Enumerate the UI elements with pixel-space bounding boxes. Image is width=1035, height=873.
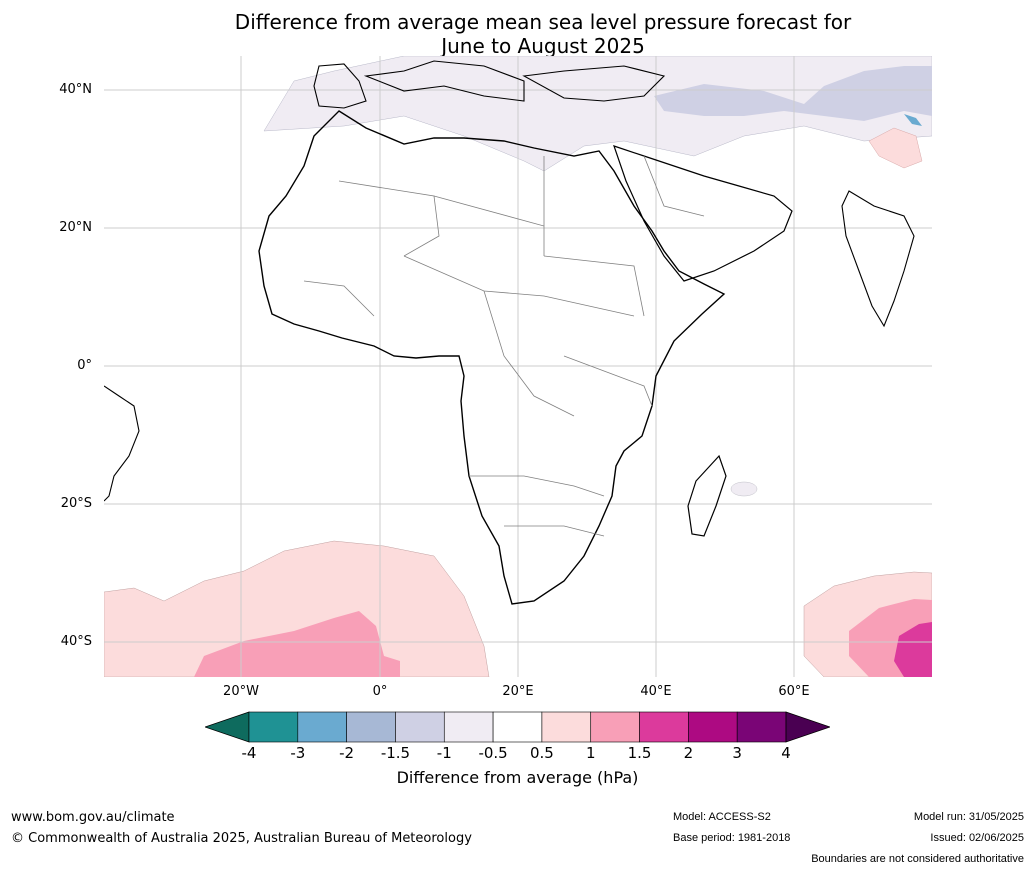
anomaly-region-north-blue — [904, 114, 922, 126]
colorbar-tick-label: 1 — [585, 744, 596, 762]
colorbar-title: Difference from average (hPa) — [396, 768, 639, 787]
lat-label-20N: 20°N — [59, 220, 92, 235]
lon-label-60E: 60°E — [778, 684, 810, 699]
lon-label-40E: 40°E — [640, 684, 672, 699]
colorbar-segment — [590, 711, 640, 743]
colorbar-tick-label: -0.5 — [478, 744, 508, 762]
colorbar-tick-label: 2 — [683, 744, 694, 762]
anomaly-region-south-atlantic-mid — [194, 611, 400, 677]
footer-base-period: Base period: 1981-2018 — [673, 832, 791, 844]
europe-coastline — [313, 60, 666, 109]
south-america-coastline — [104, 385, 140, 502]
colorbar-segment — [346, 711, 396, 743]
africa-coastline — [258, 110, 726, 605]
colorbar-segment — [541, 711, 592, 743]
colorbar — [205, 711, 830, 743]
anomaly-region-asia-pink — [868, 127, 923, 169]
colorbar-segment — [736, 711, 787, 743]
colorbar-segment — [443, 711, 494, 743]
colorbar-tick-label: 3 — [732, 744, 742, 762]
colorbar-tick-label: -3 — [290, 744, 306, 762]
lat-label-40S: 40°S — [60, 634, 92, 649]
colorbar-segment — [492, 711, 543, 743]
colorbar-segment — [688, 711, 738, 743]
colorbar-extend-high — [785, 711, 830, 743]
lat-label-20S: 20°S — [60, 496, 92, 511]
madagascar-coastline — [687, 454, 727, 537]
anomaly-region-north-light — [263, 56, 932, 172]
lon-label-0: 0° — [372, 684, 388, 699]
map-title-line1: Difference from average mean sea level p… — [234, 10, 852, 34]
footer-model-run: Model run: 31/05/2025 — [913, 811, 1024, 823]
footer-copyright: © Commonwealth of Australia 2025, Austra… — [11, 831, 472, 846]
lon-label-20W: 20°W — [223, 684, 259, 699]
colorbar-extend-low — [205, 711, 250, 743]
map-gridlines — [104, 56, 932, 677]
colorbar-tick-label: -2 — [339, 744, 355, 762]
colorbar-segment — [639, 711, 689, 743]
colorbar-tick-label: 0.5 — [529, 744, 554, 762]
colorbar-tick-label: 4 — [781, 744, 791, 762]
map-title-line2: June to August 2025 — [441, 34, 645, 58]
colorbar-segment — [395, 711, 445, 743]
anomaly-region-south-atlantic-light — [104, 540, 490, 677]
colorbar-tick-label: 1.5 — [627, 744, 652, 762]
anomaly-patch-madagascar — [730, 481, 758, 497]
colorbar-tick-label: -1.5 — [380, 744, 411, 762]
lon-label-20E: 20°E — [502, 684, 534, 699]
arabia-coastline — [613, 145, 793, 282]
colorbar-tick-label: -4 — [241, 744, 257, 762]
footer-issued: Issued: 02/06/2025 — [930, 832, 1024, 844]
footer-model: Model: ACCESS-S2 — [673, 811, 771, 823]
colorbar-segment — [297, 711, 347, 743]
india-coastline — [841, 190, 915, 328]
anomaly-region-south-indian-strong — [894, 622, 932, 677]
country-borders — [303, 155, 705, 537]
colorbar-segment — [248, 711, 299, 743]
anomaly-region-north-mid — [654, 66, 932, 121]
pressure-anomaly-map — [104, 56, 932, 677]
colorbar-tick-label: -1 — [436, 744, 452, 762]
lat-label-0: 0° — [77, 358, 92, 373]
footer-disclaimer: Boundaries are not considered authoritat… — [811, 853, 1024, 865]
lat-label-40N: 40°N — [59, 82, 92, 97]
footer-url: www.bom.gov.au/climate — [11, 810, 175, 825]
